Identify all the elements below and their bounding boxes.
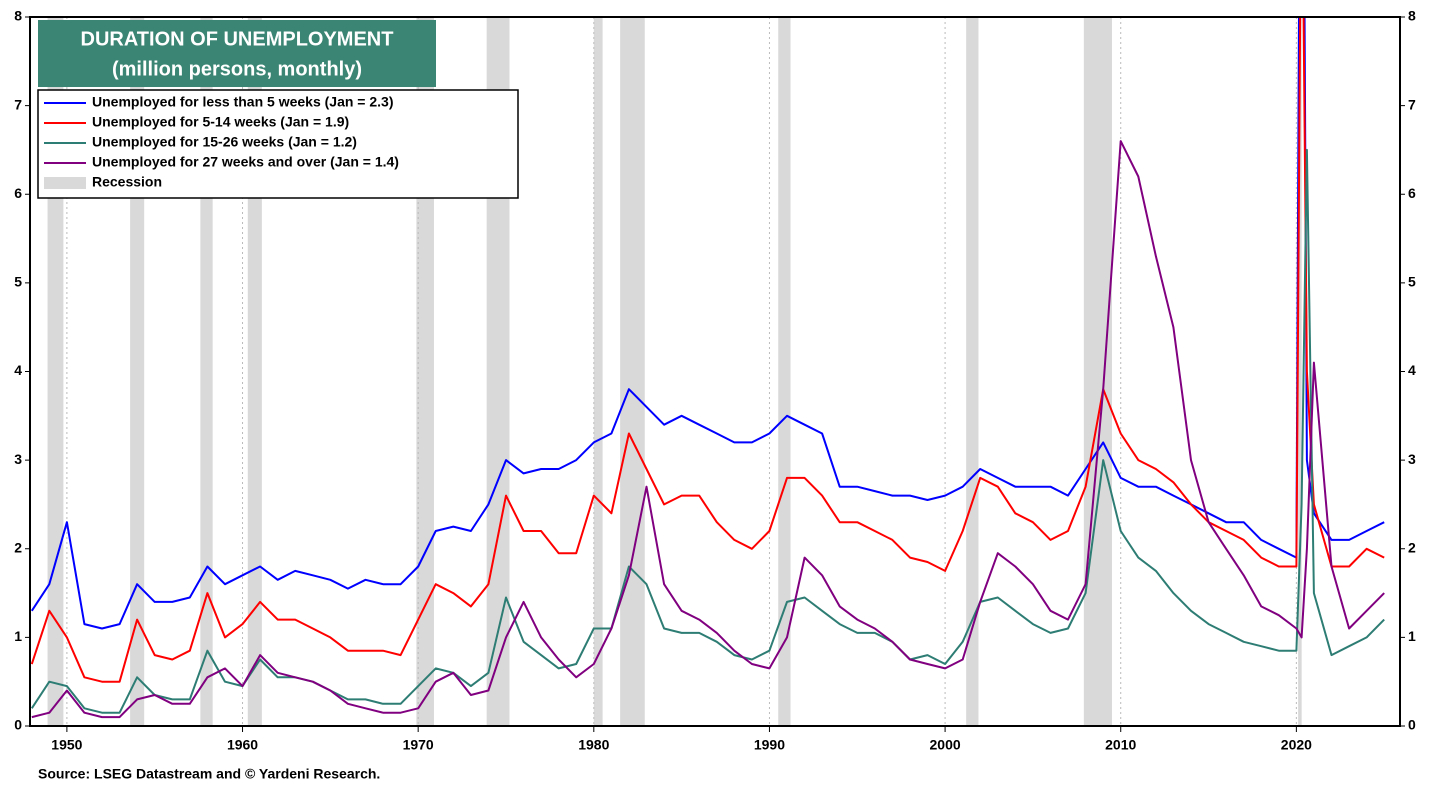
y-tick-label: 1 [14,628,22,644]
legend-label: Unemployed for 27 weeks and over (Jan = … [92,154,399,170]
recession-band [778,17,791,726]
x-tick-label: 1960 [227,737,258,753]
legend-label: Unemployed for 5-14 weeks (Jan = 1.9) [92,114,349,130]
x-tick-label: 1990 [754,737,785,753]
y2-tick-label: 3 [1408,451,1416,467]
series-line [30,148,1385,714]
x-tick-label: 1970 [403,737,434,753]
recession-band [1083,17,1112,726]
y-tick-label: 2 [14,539,22,555]
chart-title: DURATION OF UNEMPLOYMENT [81,28,394,50]
legend-label: Unemployed for less than 5 weeks (Jan = … [92,94,394,110]
y2-tick-label: 6 [1408,185,1416,201]
y-tick-label: 4 [14,362,22,378]
y2-tick-label: 2 [1408,539,1416,555]
legend-label: Unemployed for 15-26 weeks (Jan = 1.2) [92,134,357,150]
legend-swatch [44,177,86,189]
y2-tick-label: 7 [1408,96,1416,112]
y2-tick-label: 4 [1408,362,1416,378]
y-tick-label: 8 [14,8,22,24]
recession-band [620,17,645,726]
x-tick-label: 2020 [1281,737,1312,753]
y2-tick-label: 0 [1408,717,1416,733]
x-tick-label: 1950 [51,737,82,753]
y-tick-label: 3 [14,451,22,467]
recession-band [966,17,979,726]
series-line [31,140,1385,719]
y-tick-label: 6 [14,185,22,201]
y-tick-label: 0 [14,717,22,733]
chart-subtitle: (million persons, monthly) [112,58,362,80]
lines-layer [30,17,1385,719]
recession-band [1298,17,1302,726]
recession-band [593,17,603,726]
y-tick-label: 7 [14,96,22,112]
source-note: Source: LSEG Datastream and © Yardeni Re… [38,766,380,782]
x-tick-label: 1980 [578,737,609,753]
legend: Unemployed for less than 5 weeks (Jan = … [44,94,399,190]
series-line [30,17,1385,683]
x-tick-label: 2000 [930,737,961,753]
title-box [38,20,436,87]
y-tick-label: 5 [14,274,22,290]
legend-label: Recession [92,174,162,190]
series-line [30,17,1385,630]
y2-tick-label: 1 [1408,628,1416,644]
y2-tick-label: 8 [1408,8,1416,24]
y2-tick-label: 5 [1408,274,1416,290]
legend-box [37,89,519,199]
x-tick-label: 2010 [1105,737,1136,753]
